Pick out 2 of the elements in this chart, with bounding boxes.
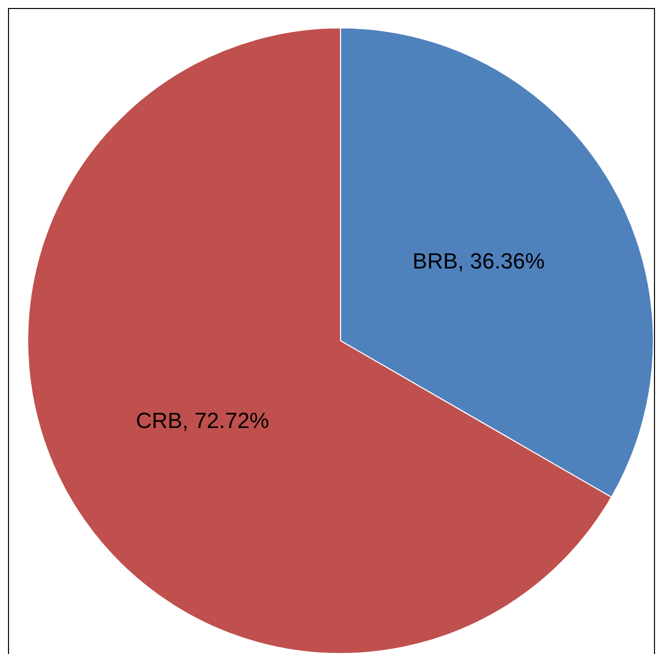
- slice-label: BRB, 36.36%: [412, 248, 545, 274]
- slice-label: CRB, 72.72%: [136, 408, 270, 433]
